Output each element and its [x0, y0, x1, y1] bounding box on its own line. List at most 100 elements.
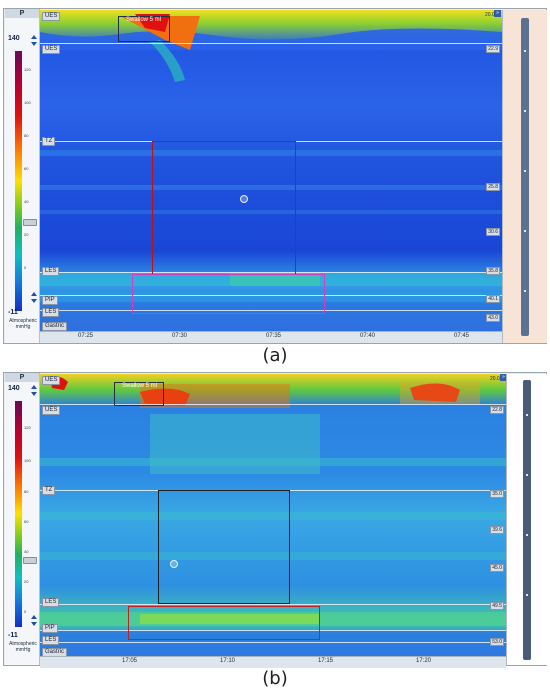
scale-tick: 100 — [24, 100, 31, 105]
threshold-slider[interactable] — [23, 219, 37, 226]
contour-box[interactable] — [152, 141, 296, 275]
scale-tick: 60 — [24, 166, 29, 171]
sensor-line — [40, 310, 502, 311]
sensor-dot — [524, 230, 526, 232]
sensor-label-ues: UES — [42, 406, 61, 415]
scale-min-down-arrow-icon[interactable] — [31, 299, 37, 303]
sensor-line — [40, 43, 502, 44]
top-value: 20.0 — [485, 12, 495, 18]
sensor-label-gastric: Gastric — [42, 322, 68, 331]
scale-unit: Atmospheric mmHg — [9, 641, 37, 653]
scale-tick: 40 — [24, 199, 29, 204]
position-value: 45.0 — [490, 564, 504, 572]
sensor-line — [40, 404, 506, 405]
time-tick: 07:30 — [172, 333, 188, 339]
scale-max: 140 — [8, 35, 20, 42]
position-value: 22.8 — [490, 406, 504, 414]
swallow-marker-box[interactable] — [118, 16, 170, 42]
heatmap-b — [40, 374, 506, 656]
scale-min-down-arrow-icon[interactable] — [31, 622, 37, 626]
cursor-marker[interactable] — [170, 560, 178, 568]
sensor-label-ues-top: UES — [42, 12, 61, 21]
scale-max: 140 — [8, 385, 20, 392]
time-tick: 17:15 — [318, 658, 334, 664]
les-box[interactable] — [132, 274, 325, 314]
sensor-dot — [526, 594, 528, 596]
time-tick: 17:10 — [220, 658, 236, 664]
time-tick: 07:45 — [454, 333, 470, 339]
sensor-dot — [526, 534, 528, 536]
scale-tick: 120 — [24, 67, 31, 72]
swallow-marker-box[interactable] — [114, 382, 164, 406]
scale-header: P — [5, 9, 39, 18]
position-value: 35.0 — [490, 490, 504, 498]
pressure-topography-a[interactable]: UES UES TZ LES PIP LES Gastric 22.9 25.8… — [40, 10, 502, 331]
sensor-dot — [524, 50, 526, 52]
cursor-marker[interactable] — [240, 195, 248, 203]
scale-down-arrow-icon[interactable] — [31, 392, 37, 396]
sensor-label-les: LES — [42, 598, 60, 607]
sensor-label-pip: PIP — [42, 624, 58, 633]
sensor-line — [40, 642, 506, 643]
sensor-label-gastric: Gastric — [42, 648, 68, 656]
scale-min: -11 — [8, 309, 18, 316]
scale-min: -11 — [8, 632, 18, 639]
sensor-dot — [524, 290, 526, 292]
catheter — [521, 18, 529, 336]
time-axis-b: 17:05 17:10 17:15 17:20 — [40, 656, 506, 668]
time-tick: 17:05 — [122, 658, 138, 664]
scale-tick: 0 — [24, 265, 27, 270]
position-value: 49.5 — [490, 602, 504, 610]
scale-up-arrow-icon[interactable] — [31, 35, 37, 39]
panel-a: P 140 120 100 80 60 40 20 0 -11 Atmosphe… — [3, 8, 547, 366]
pressure-scale-b: P 140 120 100 80 60 40 20 0 -11 Atmosphe… — [5, 373, 40, 665]
swallow-label: Swallow 5 ml — [122, 383, 158, 389]
position-value: 39.6 — [490, 526, 504, 534]
top-value: 20.0 — [490, 376, 500, 382]
threshold-slider[interactable] — [23, 557, 37, 564]
expand-button[interactable]: » — [494, 10, 501, 17]
scale-down-arrow-icon[interactable] — [31, 42, 37, 46]
pressure-topography-b[interactable]: UES UES TZ LES PIP LES Gastric 22.8 35.0… — [40, 374, 506, 656]
sensor-dot — [526, 414, 528, 416]
scale-unit: Atmospheric mmHg — [9, 318, 37, 330]
sensor-label-pip: PIP — [42, 296, 58, 305]
position-value: 53.0 — [490, 638, 504, 646]
catheter-view-a — [502, 10, 547, 343]
contour-box[interactable] — [158, 490, 290, 604]
time-tick: 07:25 — [78, 333, 94, 339]
sensor-line — [40, 295, 502, 296]
scale-up-arrow-icon[interactable] — [31, 385, 37, 389]
time-axis-a: 07:25 07:30 07:35 07:40 07:45 — [40, 331, 502, 343]
panel-caption: (a) — [262, 345, 288, 366]
hrm-window-b: P 140 120 100 80 60 40 20 0 -11 Atmosphe… — [3, 372, 547, 668]
les-box[interactable] — [128, 606, 320, 640]
pressure-scale-a: P 140 120 100 80 60 40 20 0 -11 Atmosphe… — [5, 9, 40, 343]
sensor-dot — [526, 474, 528, 476]
position-value: 35.8 — [486, 267, 500, 275]
sensor-label-ues: UES — [42, 45, 61, 54]
swallow-label: Swallow 5 ml — [126, 17, 162, 23]
scale-tick: 60 — [24, 519, 29, 524]
position-value: 22.9 — [486, 45, 500, 53]
sensor-label-tz: TZ — [42, 486, 56, 495]
heatmap-a — [40, 10, 502, 331]
sensor-line — [40, 604, 506, 605]
scale-min-up-arrow-icon[interactable] — [31, 615, 37, 619]
scale-min-up-arrow-icon[interactable] — [31, 292, 37, 296]
sensor-label-les: LES — [42, 267, 60, 276]
sensor-label-tz: TZ — [42, 137, 56, 146]
catheter — [523, 380, 531, 660]
time-tick: 07:35 — [266, 333, 282, 339]
position-value: 43.0 — [486, 314, 500, 322]
catheter-view-b — [506, 374, 547, 665]
sensor-label-ues-top: UES — [42, 376, 61, 385]
scale-tick: 20 — [24, 579, 29, 584]
scale-tick: 20 — [24, 232, 29, 237]
sensor-line — [40, 630, 506, 631]
color-bar — [15, 401, 22, 627]
scale-tick: 120 — [24, 425, 31, 430]
sensor-dot — [524, 170, 526, 172]
expand-button[interactable]: » — [500, 374, 507, 381]
sensor-label-les-lower: LES — [42, 308, 60, 317]
